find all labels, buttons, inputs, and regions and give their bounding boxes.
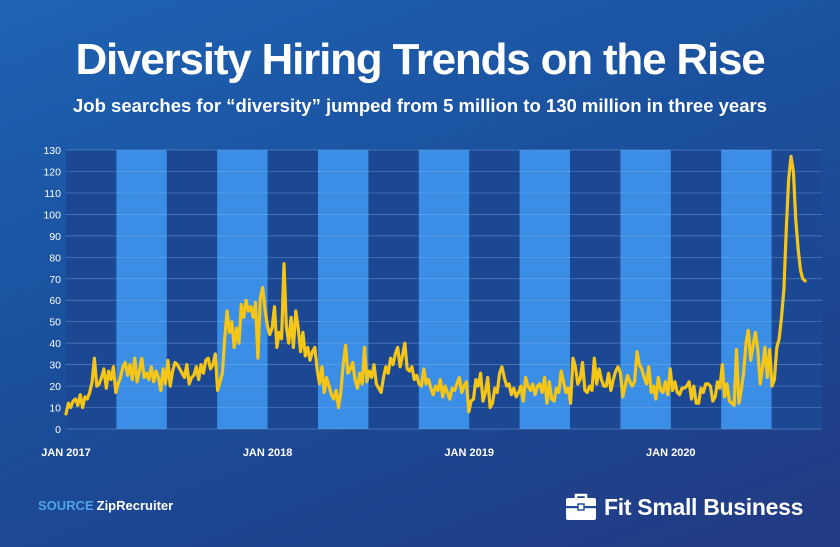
y-tick-label: 110 [44,188,61,200]
chart-subtitle: Job searches for “diversity” jumped from… [73,95,767,116]
x-tick-label: JAN 2020 [646,447,696,459]
y-tick-label: 0 [55,424,61,436]
y-tick-label: 50 [49,317,61,329]
brand-name: Fit Small Business [604,493,804,520]
y-tick-label: 90 [49,231,61,243]
source-label: SOURCE [38,498,94,513]
series-group [64,154,807,416]
y-tick-label: 120 [43,166,61,178]
x-axis-ticks: JAN 2017 JAN 2018 JAN 2019 JAN 2020 [41,447,695,459]
y-tick-label: 100 [43,209,61,221]
source-value: ZipRecruiter [96,498,174,513]
source-credit: SOURCE ZipRecruiter [38,498,173,513]
y-tick-label: 30 [49,360,61,372]
y-tick-label: 10 [49,403,61,415]
gridlines [66,149,822,430]
background-band-2 [217,150,268,429]
brand-logo: Fit Small Business [565,490,803,524]
x-tick-label: JAN 2019 [444,447,494,459]
y-tick-label: 70 [49,274,61,286]
y-tick-label: 130 [43,145,61,157]
background-band-7 [721,150,772,429]
y-tick-label: 40 [49,338,61,350]
y-axis-ticks: 0 10 20 30 40 50 60 70 80 90 100 110 120 130 [43,145,61,436]
briefcase-icon [566,493,596,520]
series-line-1 [64,154,807,416]
y-tick-label: 20 [49,381,61,393]
y-tick-label: 60 [49,295,61,307]
x-tick-label: JAN 2017 [41,447,91,459]
chart-title: Diversity Hiring Trends on the Rise [75,35,765,84]
x-tick-label: JAN 2018 [243,447,293,459]
y-tick-label: 80 [49,252,61,264]
